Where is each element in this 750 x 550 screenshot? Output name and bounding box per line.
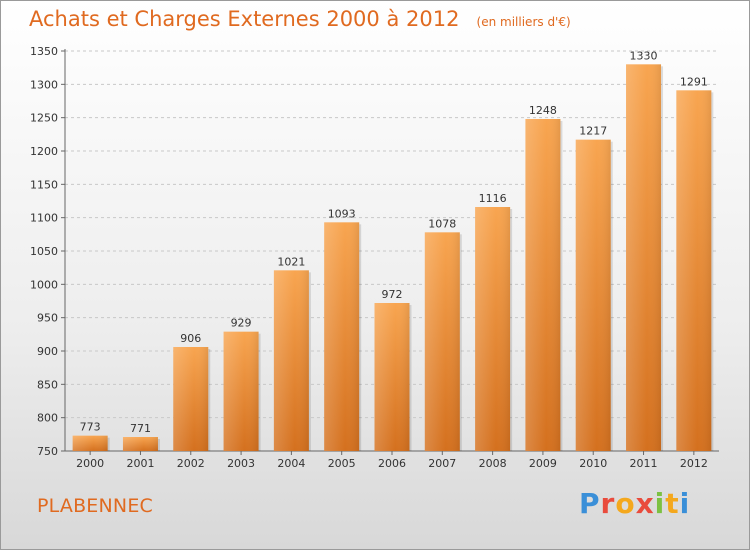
y-tick-label: 800 [37, 412, 58, 425]
data-label: 906 [180, 332, 201, 345]
y-tick-label: 1050 [30, 245, 58, 258]
bar-highlight [676, 90, 712, 451]
bar-highlight [324, 222, 360, 451]
x-tick-label: 2003 [227, 457, 255, 470]
bar-highlight [374, 303, 410, 451]
x-tick-label: 2012 [680, 457, 708, 470]
x-tick-label: 2004 [277, 457, 305, 470]
x-tick-label: 2010 [579, 457, 607, 470]
x-tick-label: 2001 [126, 457, 154, 470]
logo-letter: i [654, 487, 666, 520]
bar-highlight [475, 207, 511, 451]
label-layer: 750 800 850 900 950 1000 1050 1100 1150 1200 1250 1… [30, 45, 708, 470]
bar-layer [72, 64, 714, 452]
data-label: 1021 [277, 255, 305, 268]
proxiti-logo[interactable]: Proxiti [579, 487, 690, 520]
logo-letter: x [635, 487, 655, 520]
bar-highlight [273, 270, 309, 451]
y-tick-label: 1200 [30, 145, 58, 158]
y-tick-label: 1300 [30, 78, 58, 91]
bar-highlight [525, 119, 561, 451]
data-label: 1248 [529, 104, 557, 117]
logo-letter: P [579, 487, 601, 520]
place-name: PLABENNEC [37, 495, 154, 517]
x-tick-label: 2005 [328, 457, 356, 470]
bar-highlight [424, 232, 460, 451]
data-label: 1078 [428, 217, 456, 230]
x-tick-label: 2009 [529, 457, 557, 470]
data-label: 1116 [479, 192, 507, 205]
bar-highlight [173, 347, 209, 451]
y-tick-label: 1150 [30, 178, 58, 191]
bar-highlight [575, 139, 611, 451]
data-label: 771 [130, 422, 151, 435]
x-tick-label: 2006 [378, 457, 406, 470]
bar-highlight [223, 331, 259, 451]
chart-title-main: Achats et Charges Externes 2000 à 2012 [29, 7, 460, 31]
x-tick-label: 2002 [177, 457, 205, 470]
logo-letter: i [679, 487, 691, 520]
x-tick-label: 2011 [630, 457, 658, 470]
data-label: 1217 [579, 125, 607, 138]
y-tick-label: 1250 [30, 112, 58, 125]
bar-highlight [626, 64, 662, 452]
y-tick-label: 1350 [30, 45, 58, 58]
x-tick-label: 2008 [479, 457, 507, 470]
y-tick-label: 1100 [30, 212, 58, 225]
data-label: 1291 [680, 75, 708, 88]
data-label: 972 [382, 288, 403, 301]
data-label: 773 [80, 421, 101, 434]
x-tick-label: 2000 [76, 457, 104, 470]
y-tick-label: 900 [37, 345, 58, 358]
bar-highlight [72, 435, 108, 451]
logo-letter: o [615, 487, 636, 520]
x-tick-label: 2007 [428, 457, 456, 470]
logo-letter: t [665, 487, 680, 520]
data-label: 1330 [630, 49, 658, 62]
logo-letter: r [600, 487, 616, 520]
chart-title-unit: (en milliers d'€) [476, 15, 571, 29]
y-tick-label: 1000 [30, 278, 58, 291]
y-tick-label: 950 [37, 312, 58, 325]
data-label: 929 [231, 317, 252, 330]
bar-highlight [122, 437, 158, 451]
chart-title: Achats et Charges Externes 2000 à 2012 (… [29, 7, 571, 31]
data-label: 1093 [328, 207, 356, 220]
y-tick-label: 850 [37, 378, 58, 391]
y-tick-label: 750 [37, 445, 58, 458]
